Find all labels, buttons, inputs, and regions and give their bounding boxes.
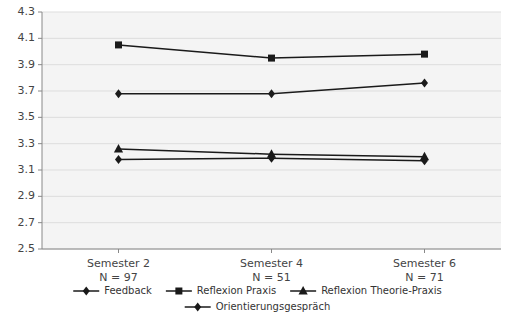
grid-line — [42, 170, 501, 171]
legend-marker — [299, 286, 308, 295]
x-tick-label-line: N = 51 — [252, 271, 290, 284]
y-tick-label: 3.9 — [18, 58, 36, 71]
legend-label: Reflexion Praxis — [197, 285, 276, 296]
data-point — [268, 154, 275, 163]
y-tick — [38, 38, 42, 39]
grid-line — [42, 196, 501, 197]
legend-item: Reflexion Theorie-Praxis — [290, 285, 442, 296]
y-tick — [38, 249, 42, 250]
y-axis-line — [42, 12, 43, 249]
grid-line — [42, 117, 501, 118]
legend-marker — [175, 288, 182, 295]
grid-line — [42, 12, 501, 13]
y-tick-label: 3.3 — [18, 137, 36, 150]
data-point — [268, 55, 275, 62]
grid-line — [42, 143, 501, 144]
y-tick — [38, 91, 42, 92]
data-point — [268, 89, 275, 98]
y-tick-label: 3.1 — [18, 163, 36, 176]
y-tick-label: 3.5 — [18, 110, 36, 123]
legend-item: Reflexion Praxis — [166, 285, 276, 296]
x-tick-label: Semester 2N = 97 — [87, 257, 150, 284]
data-point — [421, 51, 428, 58]
y-tick — [38, 117, 42, 118]
x-tick-label-line: N = 71 — [405, 271, 443, 284]
grid-line — [42, 222, 501, 223]
data-point — [115, 89, 122, 98]
x-tick-label: Semester 4N = 51 — [240, 257, 303, 284]
y-tick-label: 4.3 — [18, 5, 36, 18]
data-point — [115, 41, 122, 48]
data-point — [115, 155, 122, 164]
x-tick-label-line: N = 97 — [99, 271, 137, 284]
x-tick-label-line: Semester 4 — [240, 257, 303, 270]
data-point — [114, 144, 123, 153]
y-tick — [38, 170, 42, 171]
legend-item: Feedback — [73, 285, 152, 296]
x-tick — [118, 249, 119, 253]
y-tick-label: 2.5 — [18, 242, 36, 255]
x-tick — [271, 249, 272, 253]
y-tick-label: 2.7 — [18, 216, 36, 229]
plot-background — [42, 12, 501, 249]
data-group — [114, 41, 429, 165]
legend-marker — [83, 287, 90, 296]
x-tick-label-line: Semester 6 — [393, 257, 456, 270]
x-axis: Semester 2N = 97Semester 4N = 51Semester… — [42, 249, 501, 284]
chart-container: Feedback Reflexion Praxis Reflexion Theori… — [0, 0, 515, 321]
y-tick-label: 3.7 — [18, 84, 36, 97]
y-tick — [38, 222, 42, 223]
y-tick — [38, 64, 42, 65]
y-axis: 2.5 2.7 2.9 3.1 3.3 3.5 3.7 3.9 4.1 4.3 — [18, 5, 43, 255]
grid-line — [42, 38, 501, 39]
x-tick — [424, 249, 425, 253]
y-grid — [42, 12, 501, 249]
y-tick — [38, 196, 42, 197]
legend-label: Feedback — [104, 285, 152, 296]
y-tick — [38, 143, 42, 144]
data-point — [421, 156, 428, 165]
y-tick — [38, 12, 42, 13]
legend: Feedback Reflexion Praxis Reflexion Theori… — [73, 285, 442, 312]
x-tick-label: Semester 6N = 71 — [393, 257, 456, 284]
data-point — [421, 79, 428, 88]
legend-marker — [194, 303, 201, 312]
y-tick-label: 4.1 — [18, 31, 36, 44]
x-tick-label-line: Semester 2 — [87, 257, 150, 270]
legend-label: Reflexion Theorie-Praxis — [321, 285, 442, 296]
legend-item: Orientierungsgespräch — [185, 301, 331, 312]
legend-label: Orientierungsgespräch — [216, 301, 331, 312]
grid-line — [42, 64, 501, 65]
chart-svg: Feedback Reflexion Praxis Reflexion Theori… — [0, 0, 515, 321]
y-tick-label: 2.9 — [18, 189, 36, 202]
